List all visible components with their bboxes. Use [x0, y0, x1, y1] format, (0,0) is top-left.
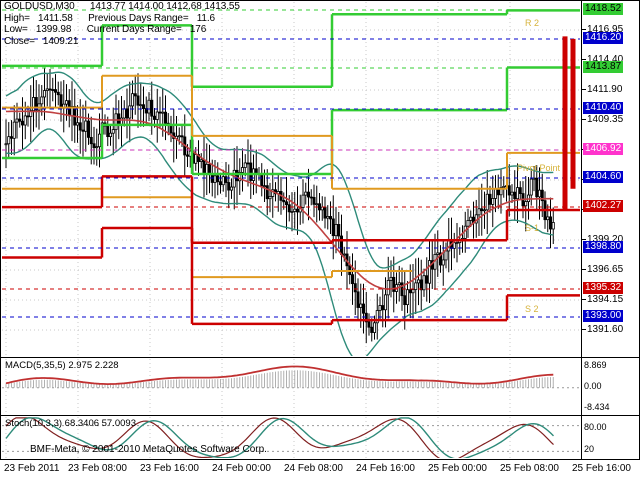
header-low-row: Low= 1399.98 Current Days Range= 176 [4, 24, 240, 36]
date-axis-tick: 24 Feb 00:00 [212, 463, 271, 474]
stochastic-scale-tick: 20 [584, 444, 595, 454]
pivot-level-label: S-1 [525, 223, 540, 233]
price-level-badge[interactable]: 1395.32 [583, 282, 624, 294]
price-level-badge[interactable]: 1406.92 [583, 143, 624, 155]
price-level-badge[interactable]: 1393.00 [583, 310, 624, 322]
price-tick-dash [582, 329, 586, 330]
price-tick: 1416.95 [582, 24, 623, 35]
close-value: 1409.21 [42, 35, 79, 47]
close-label: Close= [4, 35, 35, 47]
date-axis-tick: 23 Feb 2011 [4, 463, 60, 474]
stochastic-title: Stoch(10,3,3) 68.3406 57.0093 [5, 418, 136, 429]
price-level-badge[interactable]: 1418.52 [583, 3, 624, 15]
header-close-row: Close= 1409.21 [4, 36, 240, 48]
price-level-badge[interactable]: 1402.27 [583, 200, 624, 212]
price-tick-dash [582, 29, 586, 30]
date-axis-tick: 25 Feb 08:00 [500, 463, 559, 474]
price-tick-dash [582, 119, 586, 120]
stochastic-indicator-pane[interactable]: Stoch(10,3,3) 68.3406 57.0093 80.00 20 [0, 415, 640, 460]
price-tick-label: 1391.60 [587, 324, 624, 335]
macd-scale-tick: 0.00 [584, 381, 602, 391]
price-tick-dash [582, 89, 586, 90]
current-days-range-label: Current Days Range= [86, 24, 182, 35]
date-axis-tick: 25 Feb 00:00 [428, 463, 487, 474]
date-axis-tick: 23 Feb 16:00 [140, 463, 199, 474]
price-plot-area[interactable] [2, 2, 580, 356]
date-axis: 23 Feb 2011 23 Feb 08:00 23 Feb 16:00 24 Fe… [0, 460, 640, 480]
stochastic-scale: 80.00 20 [581, 416, 639, 459]
price-level-badge[interactable]: 1404.60 [583, 171, 624, 183]
price-chart-svg [2, 2, 580, 356]
price-tick-label: 1399.20 [587, 234, 624, 245]
price-level-badge[interactable]: 1398.80 [583, 241, 624, 253]
price-level-badge[interactable]: 1410.40 [583, 102, 624, 114]
stoch-chart-svg [2, 417, 580, 458]
date-axis-tick: 24 Feb 08:00 [284, 463, 343, 474]
macd-chart-svg [2, 359, 580, 414]
price-tick-dash [582, 239, 586, 240]
price-level-dashed-lines [2, 9, 580, 318]
stochastic-scale-tick: 80.00 [584, 422, 607, 432]
macd-signal-line [5, 365, 554, 386]
price-tick: 1394.15 [582, 294, 623, 305]
price-chart-pane[interactable]: 1416.951414.401411.901409.351406.801404.… [0, 0, 640, 357]
price-tick: 1411.90 [582, 84, 622, 95]
stochastic-main-line [5, 417, 554, 458]
pivot-level-lines [2, 9, 580, 326]
current-days-range-value: 176 [189, 24, 207, 35]
macd-scale-tick: 8.869 [584, 360, 607, 370]
macd-plot-area[interactable] [2, 359, 580, 414]
symbol-timeframe-label: GOLDUSD,M30 [4, 1, 75, 12]
price-tick-dash [582, 59, 586, 60]
price-level-badge[interactable]: 1416.20 [583, 32, 624, 44]
price-tick-label: 1414.40 [587, 54, 624, 65]
pivot-level-label: Pivot Point [517, 163, 561, 173]
macd-title: MACD(5,35,5) 2.975 2.228 [5, 360, 119, 371]
copyright-notice: BMF-Meta, © 2001-2010 MetaQuotes Softwar… [30, 444, 267, 455]
macd-indicator-pane[interactable]: MACD(5,35,5) 2.975 2.228 8.869 0.00 -8.434 [0, 357, 640, 415]
current-price-move [562, 36, 576, 211]
stoch-plot-area[interactable] [2, 417, 580, 458]
price-gridlines [2, 2, 580, 356]
price-level-badge[interactable]: 1413.87 [583, 61, 624, 73]
date-axis-tick: 24 Feb 16:00 [356, 463, 415, 474]
high-value: 1411.58 [37, 12, 73, 24]
low-value: 1399.98 [35, 24, 72, 35]
pivot-level-label: S 2 [525, 304, 539, 314]
price-tick-label: 1416.95 [587, 24, 624, 35]
header-symbol-row: GOLDUSD,M30 1413.77 1414.00 1412.68 1413… [4, 1, 240, 13]
price-tick: 1399.20 [582, 234, 623, 245]
price-tick: 1414.40 [582, 54, 623, 65]
date-axis-tick: 25 Feb 16:00 [572, 463, 631, 474]
price-tick: 1409.35 [582, 114, 623, 125]
low-label: Low= [4, 24, 28, 35]
header-high-row: High= 1411.58 Previous Days Range= 11.6 [4, 13, 240, 25]
price-candlesticks [4, 67, 555, 344]
macd-histogram [5, 370, 554, 388]
price-tick-label: 1394.15 [587, 294, 624, 305]
price-scale[interactable]: 1416.951414.401411.901409.351406.801404.… [581, 1, 639, 357]
previous-days-range-value: 11.6 [196, 12, 216, 24]
high-label: High= [4, 12, 30, 24]
price-tick: 1391.60 [582, 324, 623, 335]
price-tick-label: 1396.65 [587, 264, 624, 275]
price-tick-dash [582, 269, 586, 270]
chart-info-header: GOLDUSD,M30 1413.77 1414.00 1412.68 1413… [4, 1, 240, 47]
price-tick-label: 1411.90 [587, 84, 623, 95]
previous-days-range-label: Previous Days Range= [88, 12, 189, 24]
moving-average-line [5, 110, 554, 290]
price-tick-dash [582, 299, 586, 300]
price-tick-label: 1409.35 [587, 114, 624, 125]
pivot-level-label: R 2 [525, 18, 540, 28]
macd-scale-tick: -8.434 [584, 402, 610, 412]
macd-scale: 8.869 0.00 -8.434 [581, 358, 639, 415]
price-tick: 1396.65 [582, 264, 623, 275]
date-axis-tick: 23 Feb 08:00 [68, 463, 127, 474]
ohlc-values: 1413.77 1414.00 1412.68 1413.55 [89, 1, 240, 12]
